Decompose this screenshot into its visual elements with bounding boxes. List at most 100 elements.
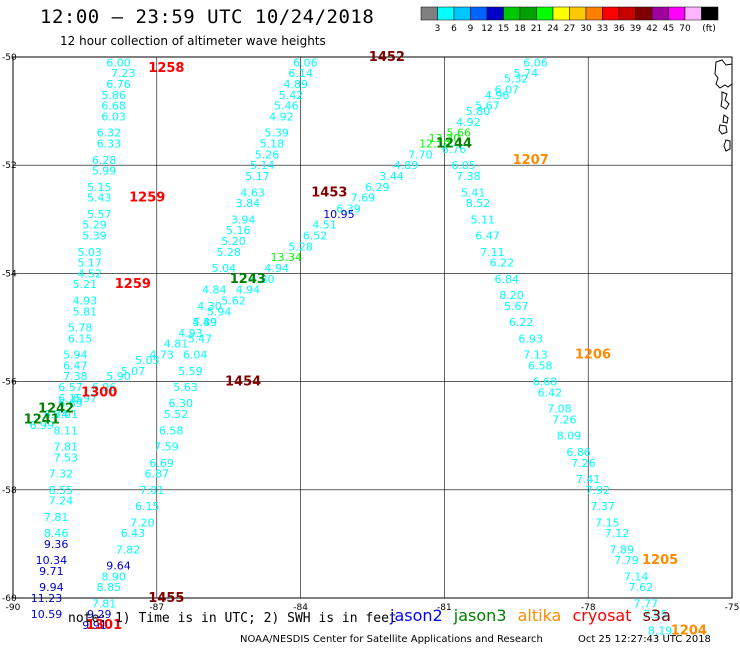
wave-height-value: 7.26 xyxy=(552,413,577,426)
scale-label: 36 xyxy=(613,24,625,34)
wave-height-value: 7.14 xyxy=(624,570,649,583)
wave-height-value: 6.47 xyxy=(63,359,88,372)
wave-height-value: 6.15 xyxy=(58,392,83,405)
scale-label: 12 xyxy=(481,24,492,34)
wave-height-value: 6.06 xyxy=(293,56,318,69)
wave-height-value: 10.34 xyxy=(36,554,68,567)
wave-height-value: 6.52 xyxy=(303,230,328,243)
lat-tick-label: -50 xyxy=(2,53,17,63)
lon-tick-label: -75 xyxy=(725,603,740,613)
wave-height-value: 9.91 xyxy=(82,619,107,632)
pass-time-label: 1258 xyxy=(148,61,184,76)
wave-height-value: 4.80 xyxy=(250,273,275,286)
coastline-island xyxy=(714,59,733,89)
pass-time-label: 1301 xyxy=(86,618,122,633)
generation-timestamp: Oct 25 12:27:43 UTC 2018 xyxy=(578,634,711,645)
pass-time-labels: 1258 1259 1259 1300 1301 1452 1453 1454 1455 1244… xyxy=(24,50,707,638)
wave-height-value: 5.74 xyxy=(514,67,539,80)
wave-height-value: 6.07 xyxy=(494,83,519,96)
wave-height-value: 6.04 xyxy=(183,349,208,362)
pass-time-label: 1205 xyxy=(642,553,678,568)
pass-time-label: 1241 xyxy=(24,412,60,427)
wave-height-value: 5.80 xyxy=(466,105,491,118)
page-title: 12:00 – 23:59 UTC 10/24/2018 xyxy=(40,6,375,28)
wave-height-value: 5.15 xyxy=(87,181,112,194)
wave-height-value: 7.41 xyxy=(576,473,601,486)
pass-time-label: 1242 xyxy=(38,402,74,417)
altimeter-tracks: 6.007.236.765.866.686.036.326.336.285.99… xyxy=(30,56,673,637)
wave-height-value: 5.94 xyxy=(207,305,232,318)
wave-height-value: 8.55 xyxy=(49,484,74,497)
wave-height-value: 7.23 xyxy=(111,67,136,80)
wave-height-value: 5.20 xyxy=(221,235,246,248)
wave-height-value: 5.52 xyxy=(164,408,189,421)
coastline-island xyxy=(720,91,730,110)
wave-height-value: 6.69 xyxy=(149,457,174,470)
legend-jason3: jason3 xyxy=(453,606,507,625)
wave-height-value: 4.84 xyxy=(202,284,227,297)
scale-label: 70 xyxy=(679,24,691,34)
wave-height-value: 13.20 xyxy=(429,132,461,145)
wave-height-value: 6.06 xyxy=(523,56,548,69)
wave-height-value: 5.62 xyxy=(221,294,246,307)
wave-height-value: 8.90 xyxy=(101,570,126,583)
scale-label: 33 xyxy=(597,24,608,34)
wave-height-value: 6.14 xyxy=(288,67,313,80)
wave-height-value: 5.42 xyxy=(279,89,304,102)
legend-jason2: jason2 xyxy=(390,606,443,625)
coastline-island xyxy=(722,114,729,124)
wave-height-value: 6.86 xyxy=(566,446,591,459)
wave-height-value: 6.43 xyxy=(121,527,146,540)
pass-time-label: 1452 xyxy=(369,50,405,65)
wave-height-value: 6.74 xyxy=(44,408,69,421)
wave-height-value: 6.01 xyxy=(53,408,78,421)
lat-tick-label: -58 xyxy=(2,486,17,496)
wave-height-value: 6.97 xyxy=(73,392,98,405)
wave-height-value: 7.79 xyxy=(614,554,639,567)
wave-height-value: 5.99 xyxy=(92,165,117,178)
wave-height-value: 4.81 xyxy=(164,338,189,351)
wave-height-value: 5.28 xyxy=(216,246,241,259)
pass-time-label: 1453 xyxy=(311,185,347,200)
wave-height-value: 4.89 xyxy=(284,78,309,91)
scale-label: 15 xyxy=(498,24,509,34)
wave-height-value: 5.07 xyxy=(121,365,146,378)
wave-height-value: 5.49 xyxy=(192,316,217,329)
pass-time-label: 1204 xyxy=(671,623,707,638)
wave-height-value: 6.22 xyxy=(490,257,515,270)
scale-label: 21 xyxy=(531,24,542,34)
scale-label: 45 xyxy=(663,24,674,34)
wave-height-value: 5.03 xyxy=(77,246,102,259)
wave-height-value: 6.93 xyxy=(518,332,543,345)
wave-height-value: 8.20 xyxy=(499,289,524,302)
wave-height-value: 4.51 xyxy=(312,219,337,232)
wave-height-value: 6.68 xyxy=(533,376,558,389)
wave-height-value: 5.67 xyxy=(475,100,500,113)
wave-height-value: 4.30 xyxy=(197,300,222,313)
wave-height-value: 5.14 xyxy=(250,159,275,172)
wave-height-value: 10.59 xyxy=(31,608,63,621)
map-frame xyxy=(12,56,733,599)
wave-height-value: 5.47 xyxy=(188,332,213,345)
wave-height-value: 6.57 xyxy=(58,381,83,394)
legend-altika: altika xyxy=(517,606,562,625)
legend-s3a: s3a xyxy=(642,606,671,625)
wave-height-value: 4.94 xyxy=(264,262,289,275)
wave-height-value: 7.20 xyxy=(130,516,155,529)
wave-height-value: 6.84 xyxy=(494,273,519,286)
wave-height-value: 6.30 xyxy=(169,397,194,410)
wave-height-value: 4.92 xyxy=(269,111,294,124)
wave-height-value: 9.64 xyxy=(106,560,131,573)
pass-time-label: 1455 xyxy=(148,591,184,606)
wave-height-value: 7.62 xyxy=(629,581,654,594)
wave-height-value: 7.12 xyxy=(605,527,630,540)
wave-height-value: 6.58 xyxy=(159,424,184,437)
scale-label: 18 xyxy=(514,24,526,34)
wave-height-value: 5.32 xyxy=(504,73,529,86)
wave-height-value: 6.68 xyxy=(101,100,126,113)
pass-time-label: 1259 xyxy=(129,191,165,206)
wave-height-value: 4.52 xyxy=(77,267,102,280)
wave-height-value: 8.11 xyxy=(53,424,78,437)
wave-height-value: 3.94 xyxy=(231,213,256,226)
